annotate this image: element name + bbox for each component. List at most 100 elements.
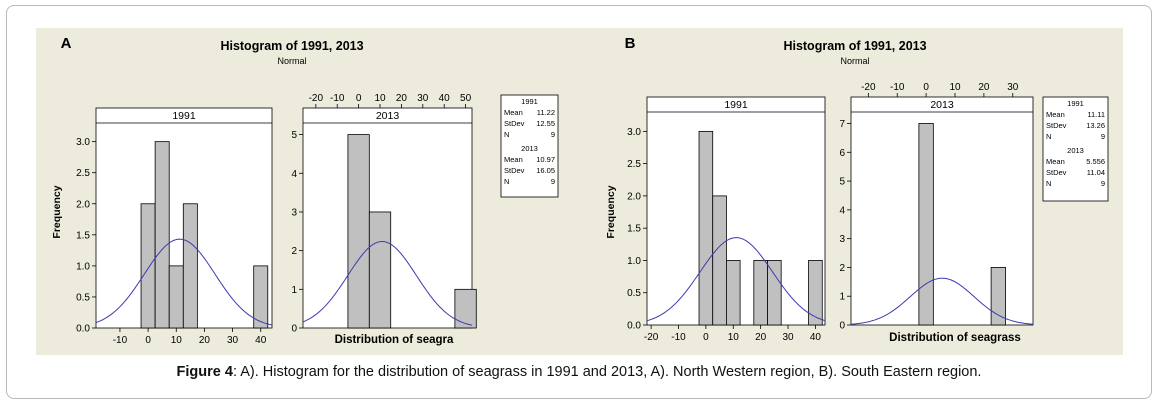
legend-stat-value: 9 <box>551 177 555 186</box>
x-tick-label: -10 <box>113 335 128 346</box>
normal-curve <box>850 277 1034 325</box>
y-tick-label: 2.0 <box>76 199 90 210</box>
legend-stat-value: 11.22 <box>537 108 555 117</box>
y-tick-label: 0.5 <box>627 288 641 299</box>
panel-letter: A <box>61 35 72 52</box>
histogram-bar <box>808 260 823 326</box>
caption-text: : A). Histogram for the distribution of … <box>232 364 982 380</box>
y-tick-label: 2.5 <box>627 159 641 170</box>
panel-header-label: 1991 <box>172 110 196 122</box>
y-tick-label: 0.0 <box>627 321 641 332</box>
x-tick-label: 30 <box>1007 82 1019 93</box>
histogram-bar <box>168 265 184 329</box>
y-tick-label: 6 <box>839 148 845 159</box>
y-tick-label: 1.5 <box>627 224 641 235</box>
legend-box <box>500 94 559 198</box>
legend-stat-value: 13.26 <box>1086 121 1105 130</box>
y-tick-label: 0 <box>291 324 297 335</box>
caption-label: Figure 4 <box>176 364 233 380</box>
x-tick-label: 30 <box>782 332 794 343</box>
x-tick-label: 40 <box>255 335 267 346</box>
x-tick-label: 20 <box>396 93 408 104</box>
legend-stat-label: N <box>1046 179 1051 188</box>
histogram-panel-b: B Histogram of 1991, 2013 Normal Frequency D… <box>605 35 1109 344</box>
chart-title: Histogram of 1991, 2013 <box>783 39 926 53</box>
histogram-bar <box>726 260 741 326</box>
x-tick-label: -20 <box>309 93 324 104</box>
legend-stat-value: 12.55 <box>536 119 555 128</box>
x-tick-label: -20 <box>861 82 876 93</box>
y-tick-label: 1 <box>291 285 297 296</box>
y-axis-label: Frequency <box>51 185 63 238</box>
legend-stat-value: 11.04 <box>1087 168 1105 177</box>
y-tick-label: 5 <box>291 130 297 141</box>
y-tick-label: 1.0 <box>76 261 90 272</box>
x-tick-label: -10 <box>890 82 905 93</box>
chart-title: Histogram of 1991, 2013 <box>220 39 363 53</box>
histogram-bar <box>454 288 477 329</box>
histogram-bar <box>753 260 768 326</box>
histogram-bar <box>698 130 714 326</box>
normal-curve <box>646 237 826 322</box>
y-tick-label: 7 <box>839 119 845 130</box>
legend-stat-value: 5.556 <box>1086 157 1105 166</box>
legend-group-title: 2013 <box>521 144 538 153</box>
x-tick-label: 0 <box>356 93 362 104</box>
y-tick-label: 3.0 <box>627 127 641 138</box>
legend-stat-label: Mean <box>504 155 523 164</box>
y-tick-label: 4 <box>291 169 297 180</box>
histogram-panel-a: A Histogram of 1991, 2013 Normal Frequency D… <box>51 35 559 346</box>
x-tick-label: -20 <box>644 332 659 343</box>
subplot-1991: 1991 0.0 0.5 1.0 1.5 2.0 2.5 3.0 -20 -10 0 10 20 30 40 <box>627 96 826 343</box>
x-tick-label: 20 <box>199 335 211 346</box>
y-tick-label: 3 <box>839 234 845 245</box>
y-tick-label: 2 <box>839 263 845 274</box>
x-tick-label: -10 <box>671 332 686 343</box>
histogram-bar <box>918 123 934 326</box>
x-tick-label: 20 <box>978 82 990 93</box>
y-tick-label: 1.5 <box>76 230 90 241</box>
subplot-1991: 1991 0.0 0.5 1.0 1.5 2.0 2.5 3.0 -10 0 10 20 30 40 <box>76 107 273 346</box>
panel-letter: B <box>625 35 636 52</box>
normal-curve <box>95 238 273 326</box>
legend-stat-label: N <box>1046 132 1051 141</box>
x-tick-label: 30 <box>227 335 239 346</box>
x-tick-label: 40 <box>810 332 822 343</box>
histogram-bar <box>347 134 370 329</box>
y-tick-label: 3.0 <box>76 137 90 148</box>
histogram-bar <box>154 141 170 329</box>
y-tick-label: 0.0 <box>76 324 90 335</box>
x-tick-label: 50 <box>460 93 472 104</box>
y-axis-label: Frequency <box>605 185 617 238</box>
chart-subtitle: Normal <box>277 56 306 66</box>
histogram-bar <box>712 195 727 326</box>
x-tick-label: 10 <box>949 82 961 93</box>
legend-stat-label: Mean <box>504 108 523 117</box>
x-axis-label: Distribution of seagra <box>335 334 454 346</box>
x-tick-label: 30 <box>417 93 429 104</box>
x-tick-label: 10 <box>374 93 386 104</box>
legend-group-title: 1991 <box>521 97 538 106</box>
x-tick-label: 40 <box>439 93 451 104</box>
y-tick-label: 4 <box>839 205 845 216</box>
legend-stat-value: 10.97 <box>536 155 555 164</box>
x-tick-label: 10 <box>728 332 740 343</box>
x-axis-label: Distribution of seagrass <box>889 332 1021 344</box>
x-tick-label: 10 <box>171 335 183 346</box>
legend-stat-label: StDev <box>504 119 525 128</box>
panel-header-label: 2013 <box>376 110 400 122</box>
subplot-2013: 2013 0 1 2 3 4 5 -20 -10 0 10 20 30 40 50 <box>291 93 477 335</box>
histogram-bar <box>253 265 269 329</box>
x-tick-label: 20 <box>755 332 767 343</box>
legend-stat-label: N <box>504 130 509 139</box>
x-tick-label: 0 <box>703 332 709 343</box>
y-tick-label: 2.5 <box>76 168 90 179</box>
y-tick-label: 0 <box>839 321 845 332</box>
normal-curve <box>302 240 473 326</box>
legend-stat-value: 9 <box>1101 179 1105 188</box>
legend-group-title: 2013 <box>1067 146 1084 155</box>
histogram-bar <box>140 203 156 329</box>
legend-stat-value: 9 <box>1101 132 1105 141</box>
